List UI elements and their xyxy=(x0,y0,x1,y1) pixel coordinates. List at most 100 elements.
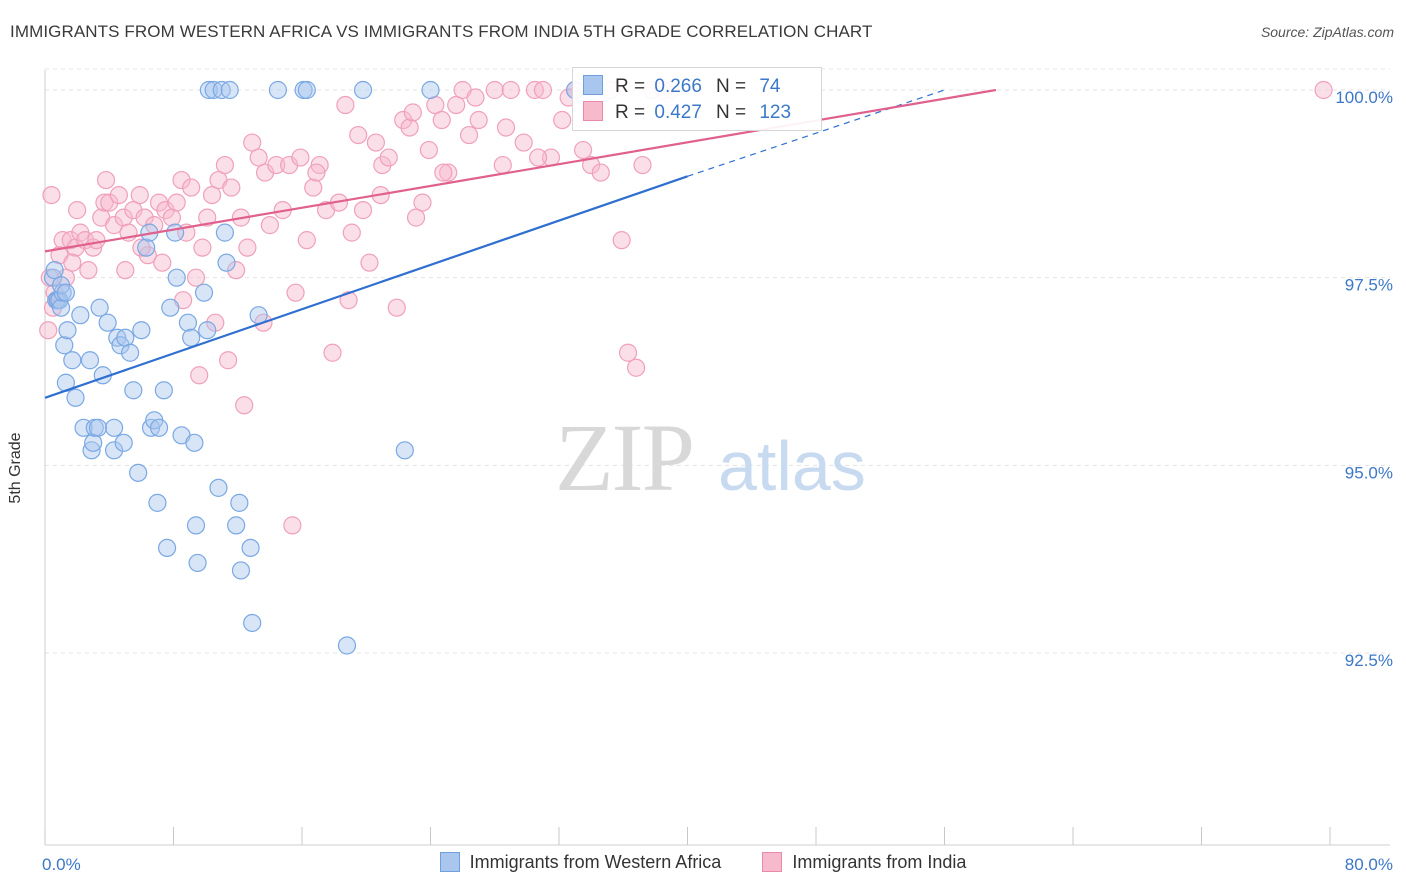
point-western-africa xyxy=(227,516,246,535)
point-india xyxy=(132,238,151,257)
point-western-africa xyxy=(188,553,207,573)
point-india xyxy=(379,148,398,167)
point-india xyxy=(419,140,438,160)
watermark: ZIP atlas xyxy=(555,404,866,511)
point-western-africa xyxy=(268,80,288,100)
point-western-africa xyxy=(421,80,440,100)
point-india xyxy=(109,185,128,205)
point-india xyxy=(249,148,268,167)
point-india xyxy=(466,88,485,107)
point-western-africa xyxy=(124,381,143,400)
point-western-africa xyxy=(209,478,228,497)
y-tick-labels: 100.0% 97.5% 95.0% 92.5% xyxy=(1335,88,1393,670)
point-india xyxy=(286,283,305,302)
point-india xyxy=(533,80,553,100)
legend-item-western-africa[interactable]: Immigrants from Western Africa xyxy=(439,852,722,873)
point-western-africa xyxy=(90,298,109,317)
point-india xyxy=(222,178,241,197)
point-western-africa xyxy=(88,418,108,437)
point-india xyxy=(100,193,119,212)
point-western-africa xyxy=(241,538,260,558)
point-india xyxy=(198,208,217,227)
point-india xyxy=(403,103,422,122)
point-india xyxy=(406,208,426,227)
r-value: 0.427 xyxy=(654,102,702,123)
x-tick-label: 0.0% xyxy=(42,855,81,874)
n-label: N = xyxy=(715,102,747,123)
point-western-africa xyxy=(55,336,74,355)
point-western-africa xyxy=(157,538,177,558)
point-india xyxy=(336,95,355,115)
point-western-africa xyxy=(84,433,103,452)
point-india xyxy=(612,231,631,250)
point-western-africa xyxy=(185,433,204,452)
trend-line-india xyxy=(44,88,997,253)
trend-lines xyxy=(44,88,997,399)
point-india xyxy=(304,178,323,197)
point-india xyxy=(323,343,342,362)
watermark-zip: ZIP xyxy=(555,404,693,511)
n-value: 123 xyxy=(759,102,792,123)
point-western-africa xyxy=(199,80,218,100)
point-india xyxy=(307,163,326,182)
point-india xyxy=(413,193,432,212)
point-western-africa xyxy=(217,253,236,272)
point-western-africa xyxy=(230,493,249,512)
point-india xyxy=(373,155,392,175)
point-india xyxy=(104,216,124,235)
point-india xyxy=(353,201,373,220)
point-western-africa xyxy=(154,381,173,400)
point-india xyxy=(39,321,58,340)
point-western-africa xyxy=(166,223,185,242)
legend-item-india[interactable]: Immigrants from India xyxy=(762,852,966,873)
legend-swatch-western-africa xyxy=(439,852,460,872)
point-western-africa xyxy=(98,313,117,332)
point-western-africa xyxy=(58,321,77,340)
point-india xyxy=(172,170,191,190)
point-india xyxy=(68,201,87,220)
point-india xyxy=(633,155,652,175)
point-india xyxy=(529,148,548,167)
point-india xyxy=(582,155,601,175)
point-western-africa xyxy=(80,351,100,370)
point-western-africa xyxy=(215,223,234,242)
point-india xyxy=(432,110,451,130)
point-india xyxy=(342,223,361,242)
point-india xyxy=(291,148,310,167)
point-india xyxy=(260,216,279,235)
point-western-africa xyxy=(132,321,151,340)
point-western-africa xyxy=(178,313,198,332)
point-india xyxy=(235,396,254,415)
point-western-africa xyxy=(148,493,167,512)
trend-extension-western-africa xyxy=(687,89,945,177)
chart-title: IMMIGRANTS FROM WESTERN AFRICA VS IMMIGR… xyxy=(10,22,873,41)
point-india xyxy=(626,358,646,377)
point-india xyxy=(149,193,169,212)
point-india xyxy=(387,298,406,317)
point-india xyxy=(153,253,172,272)
point-india xyxy=(193,238,212,257)
point-western-africa xyxy=(66,388,85,407)
correlation-legend: R = 0.266 N = 74 R = 0.427 N = 123 xyxy=(572,67,822,131)
y-axis-label: 5th Grade xyxy=(7,432,24,504)
point-western-africa xyxy=(56,283,75,302)
point-india xyxy=(182,178,201,197)
r-label: R = xyxy=(615,76,646,97)
point-western-africa xyxy=(129,463,148,482)
point-western-africa xyxy=(198,321,217,340)
point-india xyxy=(202,185,222,205)
point-india xyxy=(366,133,385,152)
point-india xyxy=(297,231,316,250)
point-india xyxy=(553,110,572,130)
point-western-africa xyxy=(231,561,251,580)
point-india xyxy=(394,110,413,130)
point-western-africa xyxy=(71,306,90,325)
source-credit: Source: ZipAtlas.com xyxy=(1260,24,1394,40)
point-india xyxy=(190,366,209,385)
point-western-africa xyxy=(51,298,71,317)
point-india xyxy=(96,170,116,190)
y-tick-label: 100.0% xyxy=(1335,88,1393,107)
n-label: N = xyxy=(715,76,747,97)
legend-label: Immigrants from Western Africa xyxy=(469,852,722,872)
axes xyxy=(44,70,1390,846)
